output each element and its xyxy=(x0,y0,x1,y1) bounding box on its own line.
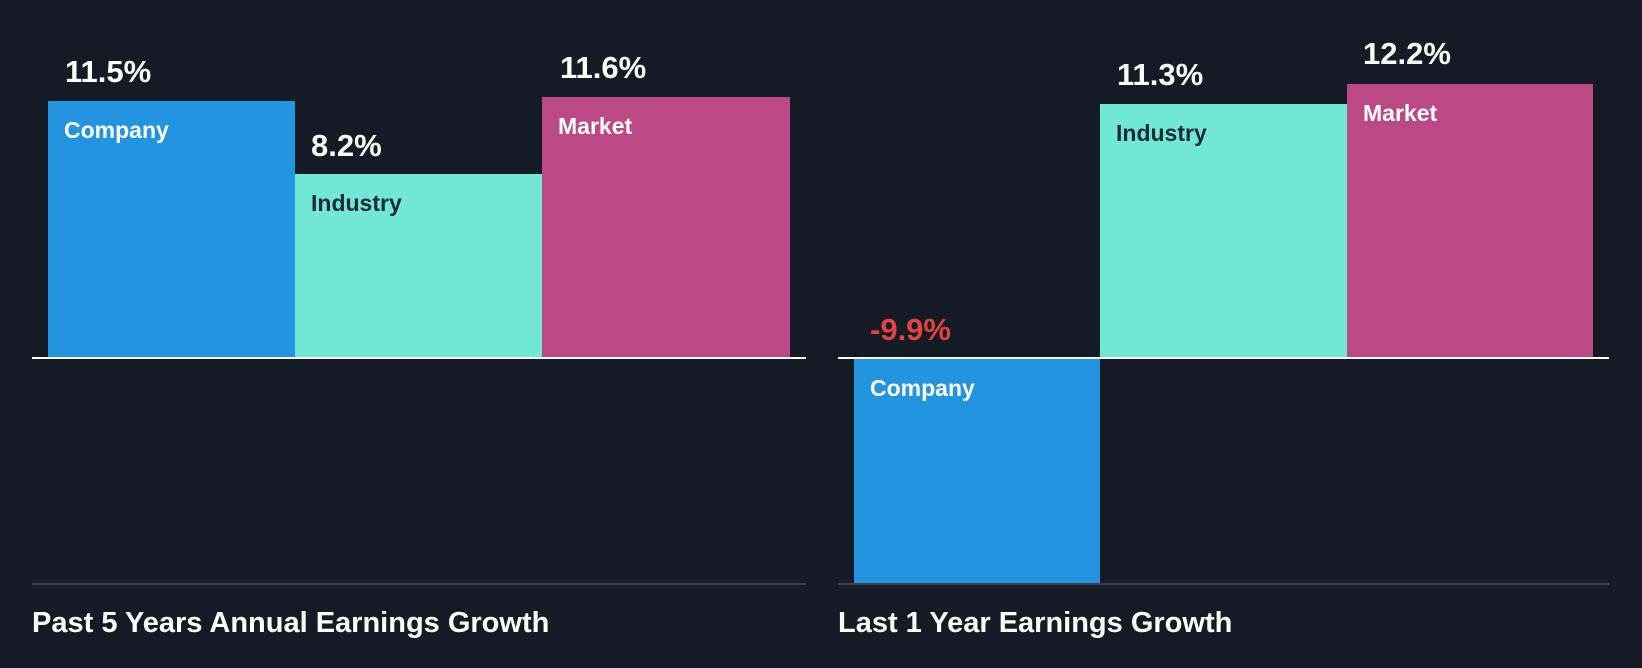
bar-label-market: Market xyxy=(558,113,633,139)
zero-line xyxy=(838,357,1609,359)
chart-past-5-years: Company 11.5% Industry 8.2% Market 11.6%… xyxy=(32,50,806,639)
value-company: -9.9% xyxy=(870,312,951,347)
value-industry: 11.3% xyxy=(1117,57,1204,92)
bar-label-industry: Industry xyxy=(311,190,402,216)
chart-title: Past 5 Years Annual Earnings Growth xyxy=(32,607,550,639)
value-market: 12.2% xyxy=(1363,36,1451,71)
bar-label-company: Company xyxy=(870,375,975,401)
value-industry: 8.2% xyxy=(311,128,382,163)
bar-industry: Industry xyxy=(295,174,542,358)
zero-line xyxy=(32,357,806,359)
chart-last-1-year: Company -9.9% Industry 11.3% Market 12.2… xyxy=(821,0,1642,668)
bar-market: Market xyxy=(1347,84,1593,358)
bar-label-company: Company xyxy=(64,117,169,143)
axis-floor xyxy=(838,583,1609,585)
bar-company: Company xyxy=(854,359,1100,584)
bar-company: Company xyxy=(48,101,295,358)
axis-floor xyxy=(32,583,806,585)
bar-industry: Industry xyxy=(1100,104,1347,358)
chart-title: Last 1 Year Earnings Growth xyxy=(838,607,1233,639)
bar-market: Market xyxy=(542,97,790,358)
value-market: 11.6% xyxy=(560,50,647,85)
value-company: 11.5% xyxy=(65,54,152,89)
bar-label-industry: Industry xyxy=(1116,120,1207,146)
bar-label-market: Market xyxy=(1363,100,1438,126)
